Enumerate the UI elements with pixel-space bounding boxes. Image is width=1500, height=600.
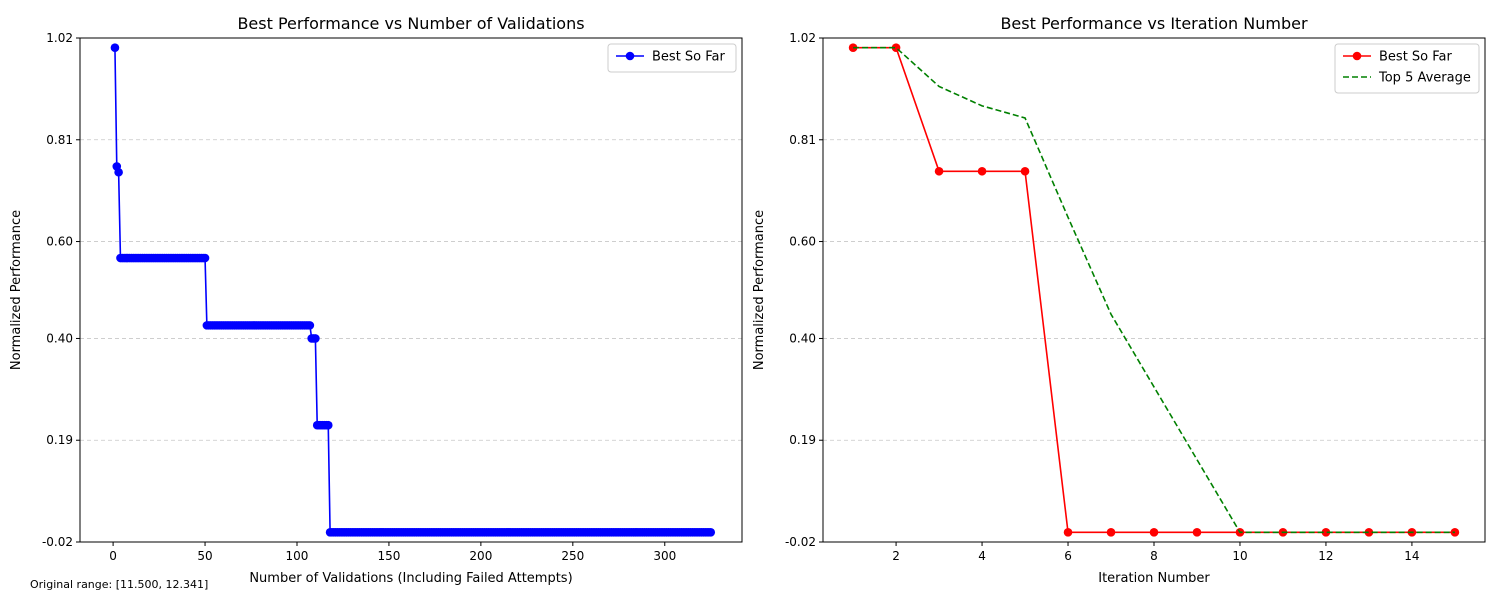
y-axis-label: Normalized Performance: [752, 210, 767, 370]
x-tick-label: 6: [1064, 549, 1072, 563]
data-point: [114, 167, 123, 177]
data-point: [934, 166, 944, 176]
data-point: [323, 420, 333, 430]
y-tick-label: 1.02: [46, 31, 73, 45]
data-point: [706, 528, 716, 537]
chart-panel-1: -0.02 0.19 0.40 0.60 0.81 1.02 0 50 100 150 200 250…: [9, 14, 743, 586]
data-point: [1149, 528, 1159, 537]
x-tick-label: 8: [1150, 549, 1158, 563]
data-point: [110, 43, 120, 52]
legend-label: Top 5 Average: [1378, 71, 1471, 86]
legend-label: Best So Far: [652, 50, 726, 65]
x-tick-label: 150: [377, 549, 400, 563]
y-tick-label: 0.81: [789, 133, 816, 147]
legend-label: Best So Far: [1379, 50, 1453, 65]
x-tick-label: 12: [1318, 549, 1333, 563]
x-tick-label: 14: [1404, 549, 1419, 563]
x-axis-label: Iteration Number: [1098, 571, 1210, 586]
data-point: [305, 321, 315, 330]
x-axis-label: Number of Validations (Including Failed …: [249, 571, 572, 586]
y-tick-label: 0.19: [789, 433, 816, 447]
legend-marker: [1352, 51, 1362, 61]
x-tick-label: 10: [1232, 549, 1247, 563]
series-line: [853, 46, 1455, 534]
data-point: [1364, 528, 1374, 537]
y-tick-label: 0.81: [46, 133, 73, 147]
chart-panel-2: -0.02 0.19 0.40 0.60 0.81 1.02 2 4 6 8 10 12 14 Best …: [752, 14, 1486, 586]
original-range-footnote: Original range: [11.500, 12.341]: [30, 578, 209, 591]
data-point: [311, 334, 320, 343]
y-tick-label: 0.40: [789, 331, 816, 345]
series-line: [114, 47, 711, 534]
x-tick-label: 100: [286, 549, 309, 563]
y-tick-label: 1.02: [789, 31, 816, 45]
data-point: [1020, 166, 1030, 176]
plot-frame: [822, 37, 1486, 543]
y-tick-label: -0.02: [42, 535, 73, 549]
legend: Best So Far: [607, 43, 737, 73]
legend: Best So Far Top 5 Average: [1334, 43, 1480, 94]
data-point: [1106, 528, 1116, 537]
y-tick-label: -0.02: [785, 535, 816, 549]
x-tick-label: 250: [561, 549, 584, 563]
series-line: [853, 46, 1455, 534]
data-point: [1321, 528, 1331, 537]
x-tick-label: 2: [892, 549, 900, 563]
data-point: [977, 166, 987, 176]
x-tick-label: 200: [469, 549, 492, 563]
x-tick-label: 50: [197, 549, 212, 563]
plot-frame: [79, 37, 743, 543]
y-tick-label: 0.60: [46, 235, 73, 249]
y-tick-label: 0.19: [46, 433, 73, 447]
data-point: [1192, 528, 1202, 537]
y-axis-label: Normalized Performance: [9, 210, 24, 370]
x-tick-label: 300: [653, 549, 676, 563]
chart-title: Best Performance vs Iteration Number: [1000, 14, 1308, 33]
x-tick-label: 4: [978, 549, 986, 563]
data-point: [1063, 528, 1073, 537]
y-tick-label: 0.40: [46, 331, 73, 345]
chart-title: Best Performance vs Number of Validation…: [237, 14, 584, 33]
x-tick-label: 0: [109, 549, 117, 563]
legend-box: [607, 43, 737, 73]
data-point: [200, 253, 210, 263]
y-tick-label: 0.60: [789, 235, 816, 249]
legend-marker: [625, 51, 635, 61]
